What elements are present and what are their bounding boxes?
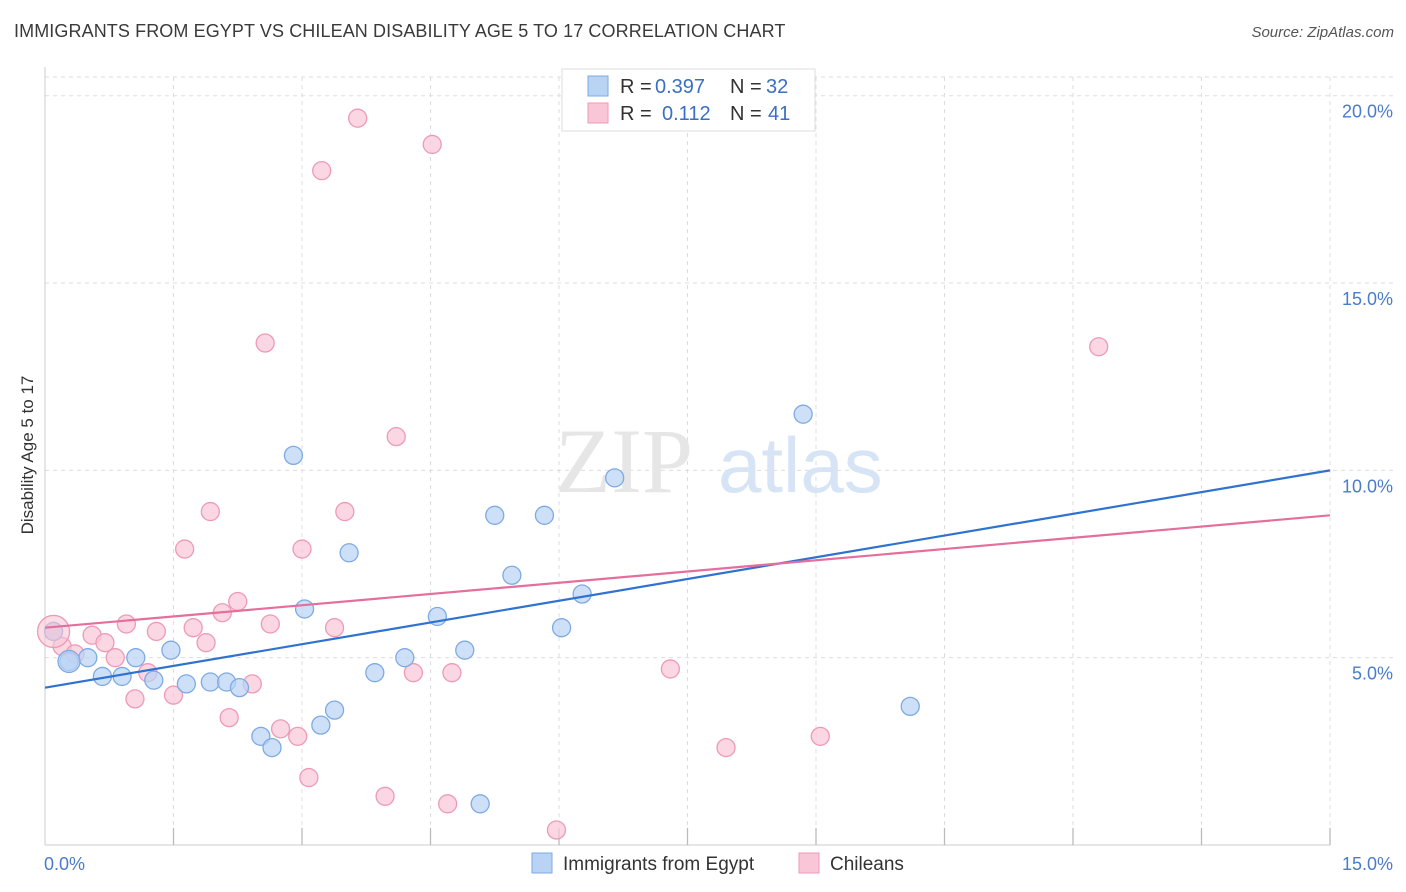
egypt-point <box>793 404 813 424</box>
egypt-point <box>455 640 475 660</box>
legend-swatch-egypt <box>587 75 609 97</box>
points-layer <box>36 108 1109 840</box>
egypt-point <box>262 737 282 758</box>
egypt-trend-line <box>44 469 1331 689</box>
chile-point <box>116 614 137 634</box>
y-tick-label: 5.0% <box>1352 664 1393 684</box>
egypt-point <box>572 584 592 604</box>
chile-trend-line <box>44 514 1331 629</box>
egypt-point <box>176 674 197 694</box>
legend-r-value-chile: 0.112 <box>662 103 711 125</box>
y-tick-label: 15.0% <box>1342 289 1393 309</box>
legend: R = 0.397 N = 32 R = 0.112 N = 41 <box>561 68 816 132</box>
egypt-point <box>311 715 331 735</box>
chile-point <box>125 689 145 709</box>
chile-point <box>105 648 125 668</box>
bottom-legend-swatch-egypt <box>531 852 553 874</box>
chile-point <box>324 618 345 638</box>
chile-point <box>1089 337 1109 357</box>
y-tick-label-layer: 5.0% 10.0% 15.0% 20.0% <box>1342 102 1393 684</box>
grid-layer <box>45 76 1395 845</box>
chile-point <box>228 591 248 612</box>
chart-title: IMMIGRANTS FROM EGYPT VS CHILEAN DISABIL… <box>14 21 786 41</box>
egypt-point <box>395 648 415 668</box>
egypt-point <box>900 696 920 717</box>
chile-point <box>200 501 220 522</box>
chile-point <box>660 659 681 679</box>
bottom-legend-label-chile: Chileans <box>830 854 904 875</box>
bottom-legend: Immigrants from Egypt Chileans <box>531 852 904 875</box>
chile-point <box>403 663 424 683</box>
chile-point <box>196 633 216 653</box>
chile-point <box>270 719 291 739</box>
legend-r-value-egypt: 0.397 <box>655 76 705 98</box>
y-axis-title: Disability Age 5 to 17 <box>18 376 37 535</box>
chile-point <box>288 726 308 747</box>
bottom-legend-swatch-chile <box>798 852 820 874</box>
chile-point <box>335 501 355 522</box>
legend-n-label-chile: N = <box>730 103 762 125</box>
x-tick-layer <box>172 828 1331 845</box>
legend-n-value-egypt: 32 <box>766 76 788 98</box>
egypt-point <box>502 565 522 585</box>
chile-point <box>546 820 567 840</box>
bottom-legend-label-egypt: Immigrants from Egypt <box>563 854 755 875</box>
egypt-point <box>534 505 555 525</box>
chile-point-cluster <box>36 614 71 649</box>
chile-point <box>312 161 332 181</box>
legend-r-label-egypt: R = <box>620 76 652 98</box>
chile-point <box>299 767 319 788</box>
legend-n-label-egypt: N = <box>730 76 762 98</box>
x-tick-label-min: 0.0% <box>44 854 85 874</box>
chile-point <box>146 621 167 642</box>
watermark-zip: ZIP <box>555 410 693 512</box>
egypt-point <box>365 663 385 683</box>
chile-point <box>292 539 312 559</box>
egypt-point <box>126 648 146 668</box>
trend-layer <box>44 469 1331 689</box>
chile-point <box>163 685 184 705</box>
legend-swatch-chile <box>587 102 609 124</box>
legend-n-value-chile: 41 <box>768 103 790 125</box>
egypt-point <box>324 700 345 720</box>
chile-point <box>255 333 275 353</box>
chile-point <box>219 707 239 728</box>
egypt-point <box>470 794 490 814</box>
egypt-point <box>283 445 304 466</box>
y-tick-label: 20.0% <box>1342 102 1393 122</box>
egypt-point <box>485 505 505 525</box>
watermark-atlas: atlas <box>718 421 883 509</box>
egypt-point <box>294 599 315 619</box>
egypt-point <box>144 670 164 690</box>
chile-point <box>810 726 830 747</box>
chile-point <box>260 614 280 634</box>
chile-point <box>375 786 395 806</box>
chile-point <box>716 737 736 758</box>
chile-point <box>437 794 458 814</box>
egypt-point <box>339 543 359 563</box>
egypt-point <box>605 468 625 488</box>
egypt-point <box>78 648 98 668</box>
chile-point <box>442 663 462 683</box>
watermark: ZIP atlas <box>555 410 883 512</box>
chile-point <box>174 539 195 559</box>
egypt-point <box>551 618 572 638</box>
chile-point <box>183 618 203 638</box>
chile-point <box>422 134 442 155</box>
egypt-point <box>229 678 250 698</box>
chile-point <box>95 633 115 653</box>
chile-point <box>386 426 406 447</box>
y-tick-label: 10.0% <box>1342 476 1393 496</box>
legend-r-label-chile: R = <box>620 103 652 125</box>
egypt-point <box>161 640 181 660</box>
chile-point <box>348 108 368 128</box>
egypt-point-cluster <box>57 649 81 674</box>
egypt-point <box>200 672 220 692</box>
chart-source: Source: ZipAtlas.com <box>1251 24 1394 41</box>
x-tick-label-max: 15.0% <box>1342 854 1393 874</box>
